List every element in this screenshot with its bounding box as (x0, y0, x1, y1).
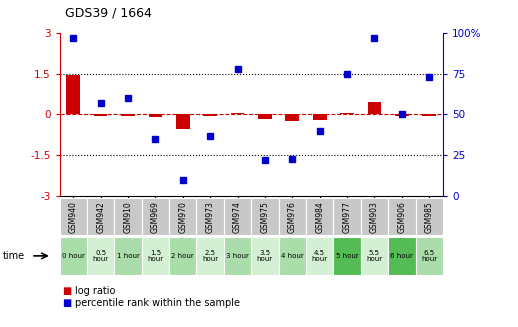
Bar (203, 114, 217, 116)
Bar (368, 102, 381, 114)
Text: GSM976: GSM976 (288, 201, 297, 232)
Bar (361, 237, 388, 275)
Bar (176, 114, 190, 129)
Text: GSM975: GSM975 (261, 201, 269, 232)
Text: 0.5
hour: 0.5 hour (93, 250, 109, 262)
Bar (415, 198, 443, 235)
Text: percentile rank within the sample: percentile rank within the sample (75, 298, 240, 308)
Text: GSM942: GSM942 (96, 201, 105, 232)
Bar (224, 237, 251, 275)
Text: 6.5
hour: 6.5 hour (421, 250, 437, 262)
Text: time: time (3, 251, 25, 261)
Text: 5.5
hour: 5.5 hour (366, 250, 382, 262)
Text: ■: ■ (62, 298, 71, 308)
Bar (279, 198, 306, 235)
Text: GSM906: GSM906 (397, 201, 406, 232)
Bar (422, 114, 436, 116)
Text: 2.5
hour: 2.5 hour (202, 250, 218, 262)
Text: 1.5
hour: 1.5 hour (147, 250, 164, 262)
Bar (66, 75, 80, 114)
Bar (114, 198, 142, 235)
Bar (121, 114, 135, 116)
Bar (94, 114, 108, 116)
Bar (142, 198, 169, 235)
Text: GSM985: GSM985 (425, 201, 434, 232)
Bar (251, 237, 279, 275)
Text: GSM974: GSM974 (233, 201, 242, 232)
Text: 0 hour: 0 hour (62, 253, 85, 259)
Text: GSM903: GSM903 (370, 201, 379, 232)
Text: 5 hour: 5 hour (336, 253, 358, 259)
Bar (306, 237, 334, 275)
Text: GSM977: GSM977 (342, 201, 352, 232)
Bar (258, 114, 272, 118)
Text: GSM973: GSM973 (206, 201, 214, 232)
Bar (395, 114, 409, 116)
Bar (87, 198, 114, 235)
Text: GDS39 / 1664: GDS39 / 1664 (65, 7, 152, 20)
Bar (196, 198, 224, 235)
Bar (60, 198, 87, 235)
Bar (142, 237, 169, 275)
Text: 3.5
hour: 3.5 hour (257, 250, 273, 262)
Text: 4 hour: 4 hour (281, 253, 304, 259)
Bar (149, 114, 162, 117)
Bar (388, 237, 415, 275)
Text: 6 hour: 6 hour (391, 253, 413, 259)
Bar (279, 237, 306, 275)
Bar (251, 198, 279, 235)
Bar (231, 112, 244, 114)
Text: GSM970: GSM970 (178, 201, 188, 232)
Bar (60, 237, 87, 275)
Bar (196, 237, 224, 275)
Text: GSM969: GSM969 (151, 201, 160, 232)
Bar (285, 114, 299, 121)
Text: 1 hour: 1 hour (117, 253, 139, 259)
Bar (169, 198, 196, 235)
Bar (169, 237, 196, 275)
Bar (334, 198, 361, 235)
Text: ■: ■ (62, 285, 71, 296)
Bar (361, 198, 388, 235)
Bar (415, 237, 443, 275)
Bar (388, 198, 415, 235)
Bar (224, 198, 251, 235)
Bar (114, 237, 142, 275)
Text: log ratio: log ratio (75, 285, 116, 296)
Text: GSM940: GSM940 (69, 201, 78, 232)
Bar (87, 237, 114, 275)
Text: 4.5
hour: 4.5 hour (312, 250, 328, 262)
Bar (334, 237, 361, 275)
Text: GSM910: GSM910 (123, 201, 133, 232)
Bar (340, 113, 354, 114)
Text: 2 hour: 2 hour (171, 253, 194, 259)
Bar (306, 198, 334, 235)
Text: GSM984: GSM984 (315, 201, 324, 232)
Text: 3 hour: 3 hour (226, 253, 249, 259)
Bar (313, 114, 326, 120)
